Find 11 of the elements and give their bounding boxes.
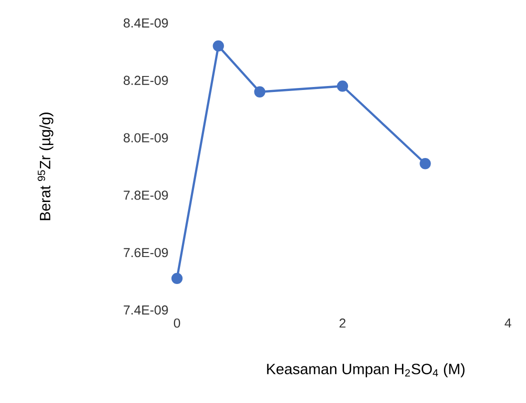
y-axis-title: Berat $^{95}$Zr (µg/g) (38, 112, 54, 220)
x-axis-title: Keasaman Umpan H$_{2}$SO$_{4}$ (M) (267, 363, 464, 378)
y-tick-label: 8.2E-09 (124, 76, 168, 85)
y-tick-label: 7.6E-09 (124, 248, 168, 258)
x-tick-label: 4 (504, 318, 512, 328)
y-tick-label: 7.8E-09 (124, 190, 168, 200)
y-tick-label: 7.4E-09 (124, 305, 168, 315)
x-tick-label: 2 (340, 318, 346, 328)
x-tick-label: 0 (174, 318, 180, 328)
y-tick-label: 8.4E-09 (124, 18, 168, 28)
y-tick-label: 8.0E-09 (124, 133, 168, 142)
